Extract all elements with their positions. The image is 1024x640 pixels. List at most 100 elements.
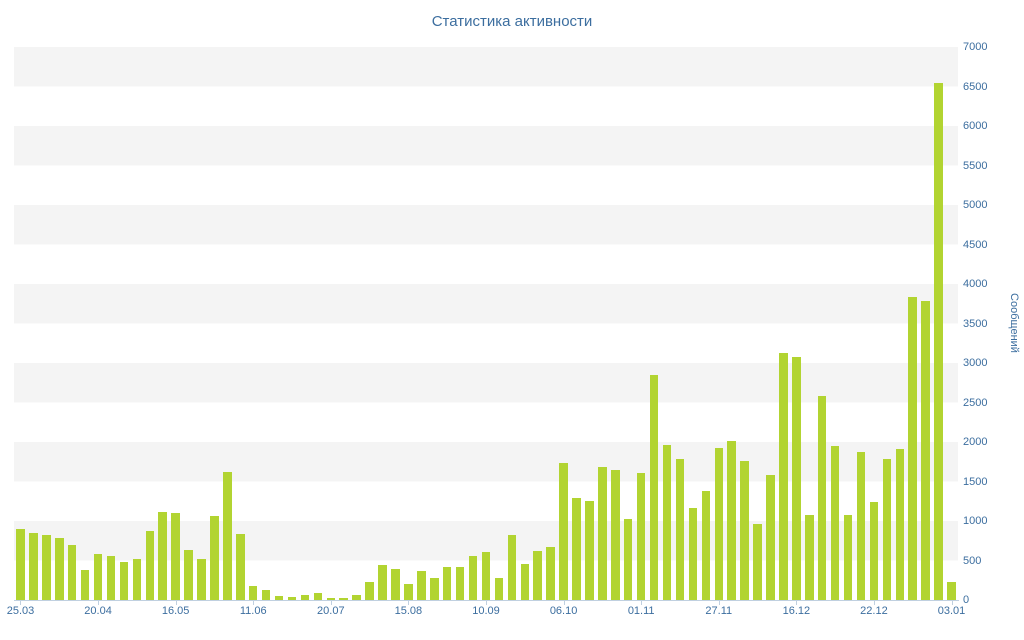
bar[interactable] — [248, 585, 258, 600]
bar[interactable] — [119, 562, 129, 600]
bar[interactable] — [430, 577, 439, 600]
x-axis-tick-mark — [486, 601, 487, 605]
bar[interactable] — [352, 595, 361, 600]
x-axis-tick-mark — [796, 601, 798, 605]
x-axis-tick-label: 27.11 — [705, 605, 733, 617]
x-axis-tick-mark — [563, 601, 565, 605]
bar[interactable] — [54, 537, 64, 600]
x-axis-tick-mark — [718, 601, 720, 605]
bar[interactable] — [701, 490, 711, 600]
x-axis-line — [14, 600, 959, 601]
x-axis-tick-mark — [175, 601, 177, 605]
bar[interactable] — [805, 515, 814, 600]
bar[interactable] — [223, 472, 232, 600]
bar[interactable] — [16, 528, 25, 600]
y-axis-tick-label: 1500 — [963, 475, 988, 488]
bar[interactable] — [921, 301, 930, 600]
y-axis-tick-label: 6500 — [963, 80, 988, 93]
x-axis-tick-mark — [253, 601, 255, 605]
bar[interactable] — [675, 458, 685, 600]
bar[interactable] — [417, 570, 426, 600]
y-axis-tick-label: 1000 — [963, 515, 988, 527]
bar[interactable] — [29, 532, 38, 600]
bar[interactable] — [779, 352, 788, 600]
bar[interactable] — [171, 513, 180, 600]
bar[interactable] — [843, 515, 853, 600]
x-axis-tick-mark — [330, 601, 332, 605]
bar[interactable] — [300, 595, 310, 600]
bar[interactable] — [197, 558, 206, 600]
y-axis-tick-label: 500 — [963, 554, 982, 567]
y-axis-tick-label: 2500 — [963, 396, 988, 409]
bar[interactable] — [533, 551, 542, 600]
bar[interactable] — [468, 555, 478, 600]
bar[interactable] — [313, 592, 323, 600]
bar[interactable] — [378, 565, 387, 600]
x-axis-tick-label: 10.09 — [472, 605, 500, 617]
x-axis-tick-mark — [98, 601, 100, 605]
bar[interactable] — [792, 356, 801, 600]
bar[interactable] — [947, 581, 956, 600]
bar[interactable] — [598, 467, 607, 600]
y-axis-tick-label: 3000 — [963, 357, 988, 369]
bar[interactable] — [817, 396, 827, 600]
bar[interactable] — [132, 558, 142, 600]
bar[interactable] — [688, 507, 698, 600]
bar[interactable] — [727, 441, 736, 600]
x-axis-tick-label: 16.05 — [161, 605, 190, 617]
bar[interactable] — [442, 566, 452, 600]
bar[interactable] — [662, 445, 672, 600]
bar[interactable] — [753, 524, 762, 600]
bar[interactable] — [494, 577, 504, 600]
bar[interactable] — [830, 445, 840, 600]
bar[interactable] — [934, 83, 943, 600]
x-axis-tick-mark — [951, 601, 953, 605]
bar[interactable] — [520, 564, 530, 600]
bar[interactable] — [404, 584, 413, 600]
bar[interactable] — [261, 589, 271, 600]
bar[interactable] — [67, 544, 77, 600]
bar[interactable] — [740, 460, 749, 600]
bar[interactable] — [895, 449, 905, 600]
bar[interactable] — [908, 296, 917, 600]
y-axis-title: Сообщений — [1008, 293, 1020, 353]
bar[interactable] — [326, 597, 336, 600]
bar[interactable] — [210, 516, 219, 600]
bar[interactable] — [145, 531, 155, 600]
bar[interactable] — [391, 569, 400, 600]
bar[interactable] — [42, 535, 51, 600]
bar[interactable] — [572, 498, 581, 600]
bar[interactable] — [80, 569, 90, 600]
bar[interactable] — [339, 597, 348, 600]
bar[interactable] — [365, 581, 374, 600]
bar[interactable] — [766, 475, 775, 600]
bar[interactable] — [546, 547, 555, 600]
bar[interactable] — [274, 596, 284, 600]
bar[interactable] — [158, 512, 167, 600]
y-axis-tick-label: 0 — [963, 594, 970, 606]
bar[interactable] — [93, 554, 103, 600]
bar[interactable] — [714, 447, 724, 600]
chart-title: Статистика активности — [431, 13, 593, 30]
x-axis-tick-mark — [20, 601, 22, 605]
bar[interactable] — [287, 596, 297, 600]
bar[interactable] — [623, 519, 633, 600]
bar[interactable] — [869, 502, 879, 600]
bar[interactable] — [184, 550, 193, 600]
bar[interactable] — [455, 566, 465, 600]
bar[interactable] — [882, 459, 892, 600]
bar[interactable] — [636, 472, 646, 600]
bar[interactable] — [481, 551, 491, 600]
bar[interactable] — [559, 463, 568, 600]
x-axis-tick-label: 20.07 — [317, 605, 345, 617]
bar[interactable] — [585, 501, 594, 600]
bar[interactable] — [649, 374, 659, 600]
bar[interactable] — [856, 452, 866, 600]
x-axis-tick-label: 11.06 — [239, 605, 267, 617]
bar[interactable] — [611, 470, 620, 600]
bar[interactable] — [507, 535, 517, 600]
bar[interactable] — [236, 534, 245, 600]
bar[interactable] — [106, 555, 116, 600]
x-axis-tick-label: 20.04 — [84, 605, 112, 617]
y-axis-tick-label: 6000 — [963, 120, 988, 132]
